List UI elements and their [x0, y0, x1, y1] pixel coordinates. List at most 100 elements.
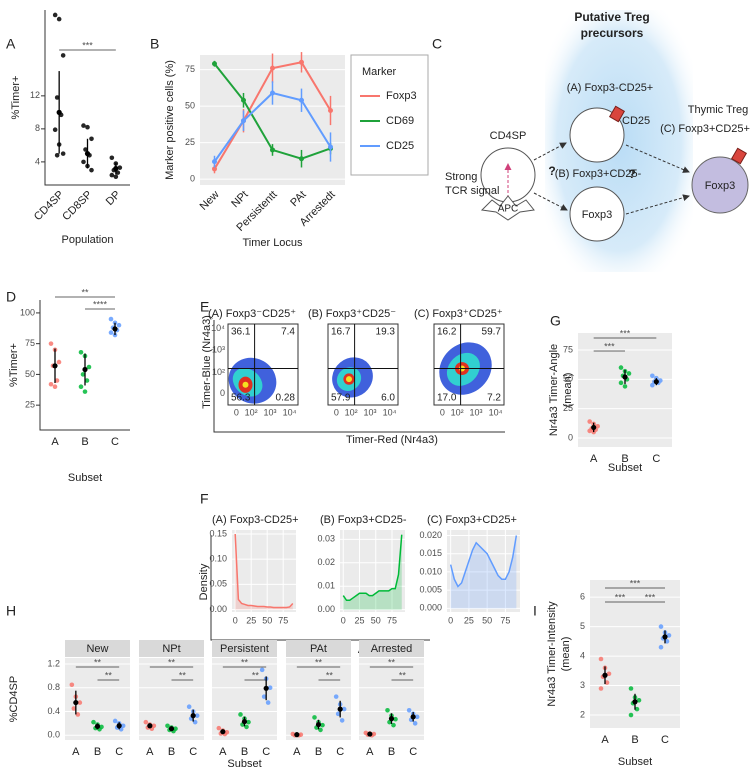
data-point: [212, 61, 217, 67]
x-tick-label: B: [241, 746, 248, 758]
mean-point: [294, 732, 300, 738]
x-tick-label: 25: [464, 615, 474, 625]
significance-label: **: [399, 670, 407, 680]
data-point: [412, 721, 418, 726]
mean-point: [662, 634, 668, 640]
x-tick-label: 10²: [345, 407, 358, 417]
y-tick-label: 0.15: [209, 528, 227, 538]
quadrant-percent: 0.28: [276, 393, 296, 404]
diagram: C Putative Treg precursors (A) Foxp3-CD2…: [432, 10, 750, 272]
facet-strip: [286, 640, 351, 657]
data-point: [80, 372, 86, 377]
data-point: [81, 123, 86, 128]
data-point: [591, 429, 596, 435]
significance-label: **: [105, 670, 113, 680]
data-point: [406, 707, 412, 713]
data-point: [318, 727, 323, 733]
significance-label: ****: [93, 299, 108, 309]
x-axis-label: Population: [62, 234, 114, 246]
x-tick-label: B: [315, 746, 322, 758]
mean-point: [367, 731, 373, 737]
mean-point: [82, 366, 88, 373]
mean-point: [116, 723, 122, 729]
x-tick-label: 10⁴: [383, 407, 397, 417]
legend-label: CD25: [386, 140, 414, 152]
data-point: [618, 380, 624, 386]
y-tick-label: 0.10: [209, 554, 227, 564]
plot-title: (A) Foxp3⁻CD25⁺: [208, 308, 296, 320]
axis-line: [39, 300, 130, 431]
x-tick-label: 10³: [469, 407, 482, 417]
legend-label: CD69: [386, 115, 414, 127]
data-point: [112, 718, 118, 724]
x-tick-label: 25: [246, 615, 256, 625]
x-tick-label: 0: [448, 615, 453, 625]
y-tick-label: 25: [185, 137, 195, 147]
data-point: [626, 371, 632, 376]
data-point: [120, 723, 126, 729]
density-line: [234, 533, 294, 609]
x-tick-label: 75: [387, 615, 397, 625]
y-tick-label: 0: [568, 432, 573, 442]
data-point: [56, 16, 62, 22]
y-tick-label: 0.00: [209, 604, 227, 614]
data-point: [143, 719, 149, 725]
data-point: [664, 639, 670, 644]
x-tick-label: 50: [371, 615, 381, 625]
x-tick-label: CD4SP: [32, 189, 66, 223]
legend-box: [350, 54, 429, 176]
y-tick-label: 4: [35, 156, 40, 166]
x-axis-label: Subset: [227, 758, 261, 768]
cd25-receptor: [730, 147, 748, 165]
mean-point: [591, 424, 597, 431]
cell-b: [569, 186, 625, 242]
unknown-mark: ?: [628, 167, 635, 181]
panel-label: G: [550, 313, 561, 329]
data-point: [666, 633, 672, 638]
data-point: [109, 155, 115, 161]
legend-label: Foxp3: [386, 90, 417, 102]
y-axis-label: (mean): [562, 373, 574, 408]
mean-point: [632, 699, 638, 705]
data-point: [241, 118, 246, 124]
x-tick-label: 75: [500, 615, 510, 625]
data-point: [385, 707, 390, 713]
x-tick-label: B: [168, 746, 175, 758]
significance-label: ***: [645, 592, 656, 602]
data-point: [54, 152, 60, 158]
x-tick-label: NPt: [229, 189, 250, 210]
x-tick-label: B: [388, 746, 395, 758]
x-tick-label: 10³: [363, 407, 376, 417]
x-axis-label: Subset: [618, 756, 652, 768]
y-tick-label: 0.8: [47, 682, 60, 692]
data-point: [186, 704, 192, 710]
data-point: [56, 359, 62, 365]
mean-point: [263, 685, 269, 691]
data-point: [244, 724, 249, 730]
x-tick-label: B: [631, 734, 638, 746]
panel-background: [232, 530, 296, 612]
x-tick-label: New: [198, 189, 222, 213]
data-point: [299, 97, 304, 103]
x-tick-label: 10²: [245, 407, 258, 417]
x-tick-label: C: [336, 746, 344, 758]
mean-point: [241, 718, 248, 725]
axis-arrow: [210, 535, 430, 641]
facet-title: PAt: [310, 643, 327, 655]
data-point: [216, 725, 222, 731]
data-point: [598, 656, 604, 662]
quadrant-percent: 56.3: [231, 393, 251, 404]
y-tick-label: 12: [30, 90, 40, 100]
data-point: [299, 59, 304, 65]
data-point: [606, 671, 612, 677]
data-point: [83, 147, 88, 152]
y-tick-label: 0.000: [419, 603, 442, 613]
panel-label: C: [432, 36, 442, 52]
y-tick-label: 10³: [212, 344, 225, 354]
panel-title: (B) Foxp3+CD25-: [320, 514, 407, 526]
data-point: [212, 166, 217, 172]
data-point: [328, 144, 333, 150]
data-point: [84, 378, 90, 383]
x-tick-label: 0: [233, 615, 238, 625]
